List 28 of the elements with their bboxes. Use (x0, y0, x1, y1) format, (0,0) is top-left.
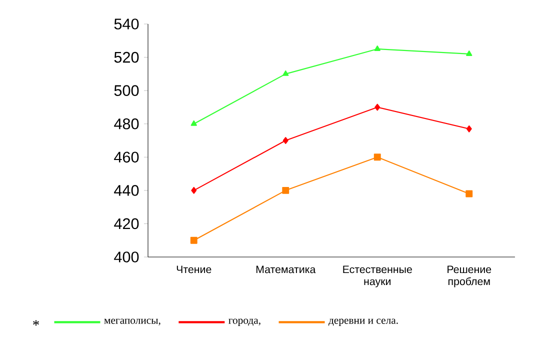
x-tick-label: Чтение (176, 266, 212, 274)
point (190, 120, 197, 126)
y-tick-label: 540 (114, 18, 139, 30)
x-tick-label: Математика (256, 266, 316, 274)
point (374, 104, 380, 111)
x-tick-label: Решение проблем (448, 266, 492, 288)
text: * (33, 320, 39, 326)
point (466, 190, 473, 198)
point (374, 45, 380, 51)
y-tick-label: 500 (114, 85, 139, 96)
legend-label: города, (228, 318, 260, 326)
y-tick-label: 420 (114, 218, 139, 230)
y-tick-label: 440 (114, 185, 139, 196)
point (190, 236, 198, 244)
y-tick-label: 480 (114, 118, 139, 130)
point (282, 186, 290, 194)
y-tick-label: 400 (114, 252, 139, 262)
point (282, 137, 288, 144)
point (466, 125, 472, 132)
point (191, 186, 197, 194)
legend-label: деревни и села. (328, 318, 398, 326)
y-tick-label: 460 (114, 152, 139, 163)
y-tick-label: 520 (114, 52, 139, 63)
legend-label: мегаполисы, (104, 318, 160, 326)
point (466, 50, 472, 56)
point (282, 70, 289, 76)
x-tick-label: Естественные науки (343, 266, 412, 288)
point (374, 154, 381, 161)
